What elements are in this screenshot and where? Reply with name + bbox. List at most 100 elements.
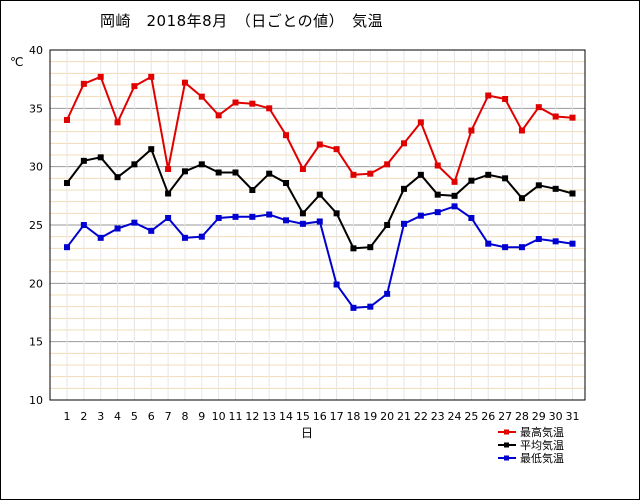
data-point [64, 180, 70, 186]
data-point [316, 191, 323, 198]
data-point [316, 141, 323, 148]
data-point [384, 222, 391, 228]
legend-label: 平均気温 [520, 438, 564, 452]
legend-label: 最低気温 [520, 451, 564, 465]
data-point [333, 210, 340, 217]
data-point [232, 99, 239, 106]
data-point [350, 245, 357, 252]
x-tick-label: 9 [198, 410, 205, 423]
x-tick-label: 14 [279, 410, 293, 423]
x-tick-label: 22 [414, 410, 428, 423]
data-point [131, 219, 138, 226]
data-point [535, 182, 542, 189]
legend-marker [504, 455, 509, 461]
data-point [518, 244, 525, 251]
y-tick-label: 25 [29, 219, 43, 232]
data-point [283, 180, 290, 186]
x-tick-label: 19 [363, 410, 377, 423]
x-tick-label: 7 [165, 410, 172, 423]
data-point [249, 187, 256, 193]
data-point [401, 220, 407, 227]
x-tick-label: 10 [212, 410, 226, 423]
x-tick-label: 16 [313, 410, 327, 423]
x-tick-label: 21 [397, 410, 411, 423]
data-point [485, 92, 492, 99]
data-point [485, 240, 492, 247]
data-point [552, 185, 559, 192]
data-point [417, 171, 424, 178]
data-point [569, 114, 576, 121]
data-point [283, 217, 290, 224]
y-tick-label: 10 [29, 394, 43, 407]
x-tick-label: 5 [131, 410, 138, 423]
y-axis-label: ℃ [10, 55, 23, 69]
data-point [350, 304, 357, 311]
data-point [401, 140, 407, 147]
data-point [266, 170, 273, 177]
data-point [316, 218, 323, 225]
x-tick-label: 27 [498, 410, 512, 423]
data-point [97, 154, 104, 161]
data-point [485, 171, 492, 178]
x-tick-label: 15 [296, 410, 310, 423]
data-point [367, 244, 374, 251]
data-point [299, 166, 306, 172]
x-tick-label: 18 [346, 410, 360, 423]
data-point [165, 215, 172, 221]
x-tick-label: 31 [566, 410, 580, 423]
data-point [502, 175, 509, 182]
data-point [333, 281, 340, 288]
data-point [114, 119, 121, 126]
legend-item: 平均気温 [498, 438, 564, 452]
x-tick-label: 20 [380, 410, 394, 423]
data-point [249, 100, 256, 107]
series-2 [64, 146, 576, 252]
data-point [569, 190, 576, 197]
data-point [451, 192, 458, 199]
data-point [114, 174, 121, 181]
x-axis-label: 日 [301, 426, 313, 440]
x-tick-label: 24 [448, 410, 462, 423]
x-tick-label: 17 [330, 410, 344, 423]
data-point [451, 203, 458, 210]
y-tick-label: 30 [29, 161, 43, 174]
data-point [266, 211, 273, 218]
data-point [215, 169, 222, 176]
x-tick-label: 1 [64, 410, 71, 423]
data-point [434, 162, 441, 169]
x-tick-label: 23 [431, 410, 445, 423]
data-point [64, 117, 70, 123]
data-point [552, 238, 559, 245]
data-point [198, 161, 205, 168]
data-point [367, 170, 374, 177]
x-tick-label: 29 [532, 410, 546, 423]
series-3 [64, 203, 576, 311]
data-point [384, 290, 391, 297]
y-tick-label: 40 [29, 44, 43, 57]
data-point [401, 185, 407, 192]
x-tick-label: 6 [148, 410, 155, 423]
data-point [535, 104, 542, 111]
data-point [367, 303, 374, 310]
legend-marker [504, 429, 509, 435]
legend-item: 最低気温 [498, 451, 564, 465]
x-tick-label: 25 [464, 410, 478, 423]
data-point [97, 73, 104, 80]
x-tick-label: 11 [229, 410, 243, 423]
data-point [148, 73, 155, 80]
data-point [165, 166, 172, 172]
data-point [434, 209, 441, 216]
data-point [80, 80, 87, 87]
y-tick-label: 15 [29, 336, 43, 349]
x-tick-label: 30 [549, 410, 563, 423]
x-tick-label: 26 [481, 410, 495, 423]
data-point [468, 177, 475, 184]
data-point [468, 215, 475, 221]
data-point [80, 222, 87, 228]
data-point [333, 146, 340, 153]
data-point [569, 240, 576, 247]
data-point [181, 168, 188, 175]
data-point [97, 234, 104, 241]
x-tick-label: 8 [181, 410, 188, 423]
